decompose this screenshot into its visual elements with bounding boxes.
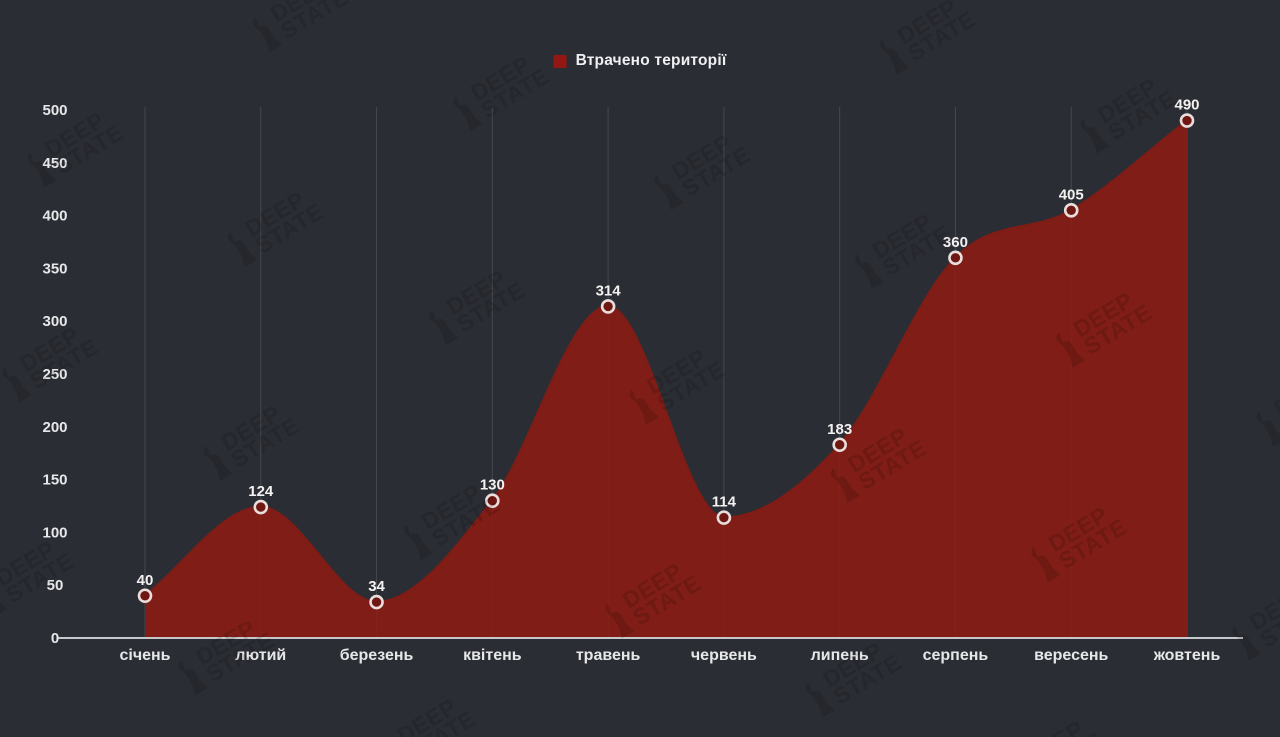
data-point[interactable] bbox=[948, 250, 963, 266]
value-label: 130 bbox=[480, 477, 505, 494]
value-label: 40 bbox=[137, 572, 154, 589]
x-tick-label: серпень bbox=[923, 647, 989, 664]
data-point[interactable] bbox=[137, 588, 153, 604]
data-point[interactable] bbox=[1179, 113, 1195, 128]
y-tick-label: 200 bbox=[42, 419, 67, 436]
value-label: 114 bbox=[712, 494, 737, 511]
y-tick-label: 250 bbox=[42, 366, 67, 383]
y-tick-label: 50 bbox=[47, 577, 64, 594]
x-tick-label: січень bbox=[119, 647, 170, 664]
data-point[interactable] bbox=[716, 510, 732, 525]
value-label: 183 bbox=[827, 421, 852, 438]
data-points bbox=[137, 113, 1195, 610]
data-point[interactable] bbox=[253, 499, 269, 515]
y-tick-label: 150 bbox=[42, 472, 67, 489]
x-tick-label: липень bbox=[811, 647, 869, 664]
y-tick-label: 350 bbox=[42, 260, 67, 277]
y-tick-label: 0 bbox=[51, 630, 59, 647]
value-labels: 40 124 34 130 314 114 183 360 405 490 bbox=[137, 97, 1200, 596]
y-tick-label: 300 bbox=[42, 313, 67, 330]
x-tick-label: травень bbox=[576, 647, 641, 664]
x-axis-ticks: січень лютий березень квітень травень червень… bbox=[119, 647, 1220, 664]
value-label: 360 bbox=[943, 234, 968, 251]
y-tick-label: 450 bbox=[42, 155, 67, 172]
data-point[interactable] bbox=[600, 299, 616, 314]
area-line bbox=[144, 119, 1188, 604]
x-tick-label: березень bbox=[340, 647, 414, 664]
data-point[interactable] bbox=[1063, 203, 1079, 218]
x-tick-label: жовтень bbox=[1153, 647, 1221, 664]
data-point[interactable] bbox=[832, 437, 847, 453]
x-tick-label: лютий bbox=[235, 647, 286, 664]
value-label: 490 bbox=[1174, 97, 1199, 114]
value-label: 405 bbox=[1059, 186, 1084, 203]
value-label: 34 bbox=[368, 578, 385, 595]
legend-label: Втрачено території bbox=[575, 52, 727, 69]
x-tick-label: червень bbox=[691, 647, 757, 664]
y-tick-label: 100 bbox=[42, 524, 67, 541]
chart-legend[interactable]: Втрачено території bbox=[553, 52, 727, 70]
x-tick-label: квітень bbox=[463, 647, 522, 664]
y-tick-label: 400 bbox=[42, 208, 67, 225]
data-point[interactable] bbox=[485, 493, 500, 509]
value-label: 314 bbox=[596, 282, 622, 299]
legend-swatch bbox=[553, 54, 567, 68]
area-fill bbox=[145, 120, 1187, 638]
x-tick-label: вересень bbox=[1034, 647, 1108, 664]
y-axis-ticks: 0 50 100 150 200 250 300 350 400 450 500 bbox=[42, 102, 67, 647]
data-point[interactable] bbox=[369, 594, 384, 610]
y-tick-label: 500 bbox=[42, 102, 67, 119]
value-label: 124 bbox=[248, 483, 274, 500]
